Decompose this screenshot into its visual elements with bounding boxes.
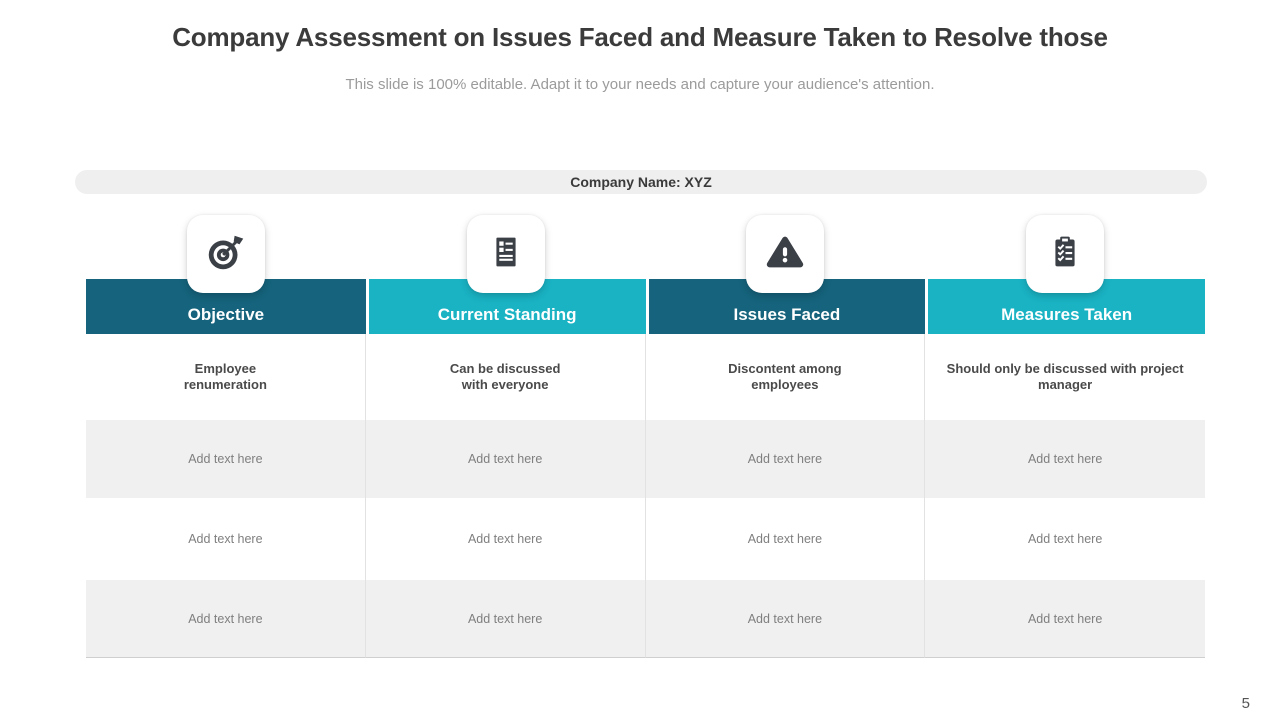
page-subtitle: This slide is 100% editable. Adapt it to…	[345, 76, 935, 93]
placeholder-cell[interactable]: Add text here	[365, 420, 646, 498]
document-list-icon	[483, 229, 529, 280]
placeholder-cell[interactable]: Add text here	[645, 420, 926, 498]
table-cell-current-standing-value: Can be discussed with everyone	[365, 334, 646, 420]
assessment-table: Objective Current Standing Issues Faced …	[86, 279, 1205, 658]
table-cell-issues-faced-value: Discontent among employees	[645, 334, 926, 420]
warning-icon	[762, 229, 808, 280]
placeholder-cell[interactable]: Add text here	[86, 420, 366, 498]
page-number: 5	[1241, 695, 1250, 712]
table-cell-measures-taken-value: Should only be discussed with project ma…	[925, 334, 1205, 420]
placeholder-cell[interactable]: Add text here	[645, 580, 926, 658]
placeholder-cell[interactable]: Add text here	[365, 498, 646, 580]
page-title: Company Assessment on Issues Faced and M…	[172, 22, 1108, 52]
target-icon	[203, 229, 249, 280]
placeholder-cell[interactable]: Add text here	[925, 420, 1205, 498]
placeholder-cell[interactable]: Add text here	[645, 498, 926, 580]
issues-faced-icon-card	[746, 215, 824, 293]
placeholder-cell[interactable]: Add text here	[925, 498, 1205, 580]
table-cell-objective-value: Employee renumeration	[86, 334, 366, 420]
placeholder-cell[interactable]: Add text here	[86, 580, 366, 658]
placeholder-cell[interactable]: Add text here	[365, 580, 646, 658]
checklist-icon	[1042, 229, 1088, 280]
company-name-text: Company Name: XYZ	[570, 174, 712, 190]
placeholder-cell[interactable]: Add text here	[86, 498, 366, 580]
objective-icon-card	[187, 215, 265, 293]
placeholder-cell[interactable]: Add text here	[925, 580, 1205, 658]
company-name-banner: Company Name: XYZ	[75, 170, 1207, 194]
current-standing-icon-card	[467, 215, 545, 293]
measures-taken-icon-card	[1026, 215, 1104, 293]
